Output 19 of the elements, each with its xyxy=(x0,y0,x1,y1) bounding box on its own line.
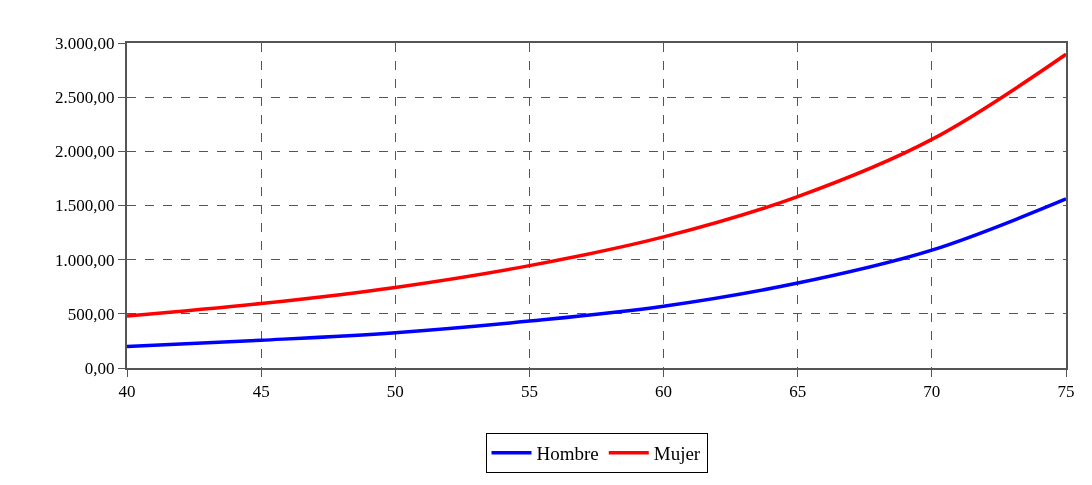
x-tick-label: 70 xyxy=(923,382,941,402)
x-tick-label: 40 xyxy=(118,382,136,402)
x-tick-label: 45 xyxy=(252,382,270,402)
y-tick-label: 0,00 xyxy=(84,358,115,378)
line-series xyxy=(127,52,1066,318)
x-tick-label: 65 xyxy=(789,382,807,402)
legend-label: Hombre xyxy=(536,443,599,465)
x-tick-label: 60 xyxy=(655,382,673,402)
line-series xyxy=(127,197,1066,349)
y-tick-label: 500,00 xyxy=(67,304,115,324)
x-tick-label: 55 xyxy=(520,382,538,402)
y-tick-label: 1.000,00 xyxy=(55,250,115,270)
y-tick-label: 1.500,00 xyxy=(55,196,115,216)
legend-label: Mujer xyxy=(653,443,701,465)
y-tick-label: 2.000,00 xyxy=(55,142,115,162)
y-tick-label: 3.000,00 xyxy=(55,33,115,53)
x-tick-label: 50 xyxy=(386,382,404,402)
y-tick-label: 2.500,00 xyxy=(55,88,115,108)
x-tick-label: 75 xyxy=(1057,382,1075,402)
